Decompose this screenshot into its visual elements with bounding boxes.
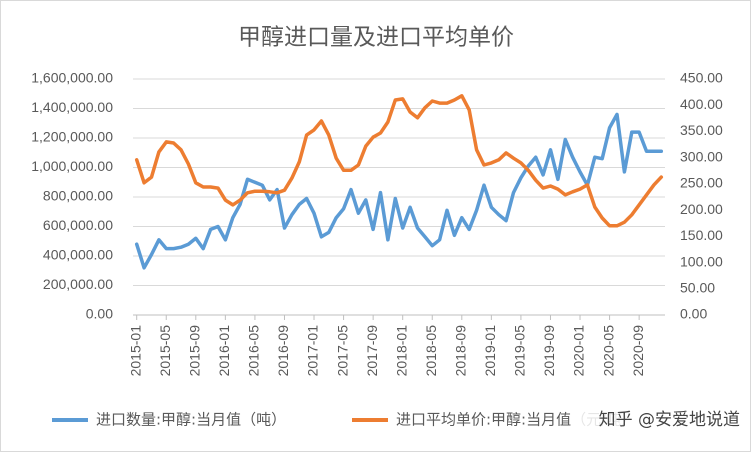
x-tick-label: 2015-05 <box>157 325 173 377</box>
watermark: 知乎 @安爱地说道 <box>599 410 740 430</box>
y-tick-label: 0.00 <box>86 306 113 322</box>
y2-tick-label: 450.00 <box>680 70 723 86</box>
series-line <box>134 94 664 228</box>
y-tick-label: 800,000.00 <box>43 188 113 204</box>
y2-tick-label: 100.00 <box>680 253 723 269</box>
x-tick-label: 2015-01 <box>127 325 143 377</box>
y2-tick-label: 250.00 <box>680 175 723 191</box>
y2-tick-label: 150.00 <box>680 227 723 243</box>
y-tick-label: 1,200,000.00 <box>31 129 113 145</box>
legend-label: 进口数量:甲醇:当月值（吨） <box>96 411 286 429</box>
x-tick-label: 2016-09 <box>275 325 291 377</box>
x-tick-label: 2020-05 <box>600 325 616 377</box>
y-tick-label: 400,000.00 <box>43 247 113 263</box>
x-tick-label: 2017-05 <box>334 325 350 377</box>
x-tick-label: 2018-01 <box>393 325 409 377</box>
x-tick-label: 2020-01 <box>571 325 587 377</box>
legend-label: 进口平均单价:甲醇:当月值（元/吨） <box>396 411 636 429</box>
watermark-bg <box>578 406 746 434</box>
x-tick-label: 2018-09 <box>453 325 469 377</box>
x-tick-label: 2016-01 <box>216 325 232 377</box>
x-tick-label: 2016-05 <box>246 325 262 377</box>
x-tick-label: 2017-09 <box>364 325 380 377</box>
y-tick-label: 1,400,000.00 <box>31 99 113 115</box>
y-tick-label: 1,000,000.00 <box>31 158 113 174</box>
y2-tick-label: 300.00 <box>680 148 723 164</box>
x-tick-label: 2020-09 <box>630 325 646 377</box>
x-tick-label: 2019-01 <box>482 325 498 377</box>
x-tick-label: 2015-09 <box>187 325 203 377</box>
y-tick-label: 1,600,000.00 <box>31 70 113 86</box>
y2-tick-label: 0.00 <box>680 306 707 322</box>
y2-tick-label: 50.00 <box>680 279 715 295</box>
x-tick-label: 2019-05 <box>512 325 528 377</box>
y-tick-label: 200,000.00 <box>43 276 113 292</box>
y-tick-label: 600,000.00 <box>43 217 113 233</box>
x-tick-label: 2017-01 <box>305 325 321 377</box>
y2-tick-label: 200.00 <box>680 201 723 217</box>
y2-tick-label: 350.00 <box>680 122 723 138</box>
x-tick-label: 2018-05 <box>423 325 439 377</box>
x-tick-label: 2019-09 <box>541 325 557 377</box>
chart-title: 甲醇进口量及进口平均单价 <box>238 25 514 51</box>
series-line <box>134 112 664 270</box>
y2-tick-label: 400.00 <box>680 96 723 112</box>
